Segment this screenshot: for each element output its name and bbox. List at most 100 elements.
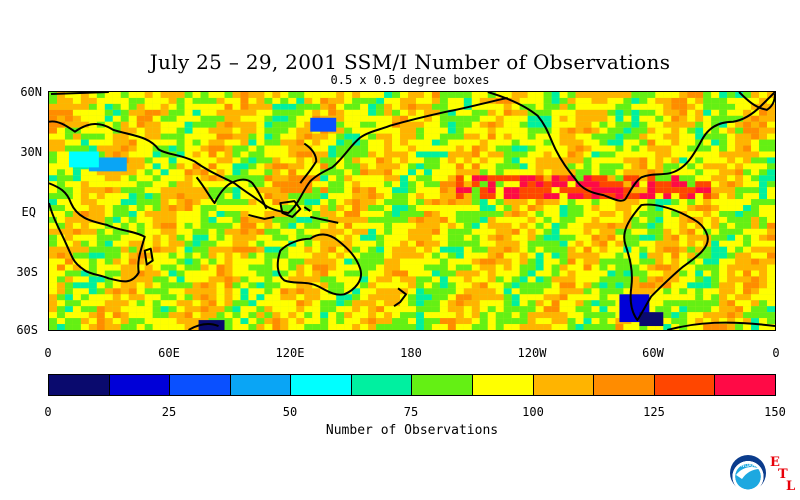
field-cell <box>735 211 744 217</box>
field-cell <box>272 264 281 271</box>
field-cell <box>535 312 544 319</box>
field-cell <box>224 228 233 235</box>
field-cell <box>463 300 472 307</box>
field-cell <box>599 157 608 164</box>
field-cell <box>328 312 337 319</box>
field-cell <box>695 187 704 194</box>
field-cell <box>56 211 65 217</box>
field-cell <box>128 306 137 313</box>
field-cell <box>272 109 281 116</box>
field-cell <box>487 288 496 295</box>
field-cell <box>336 193 345 200</box>
field-cell <box>224 151 233 158</box>
field-cell <box>184 187 193 194</box>
field-cell <box>152 270 161 277</box>
field-cell <box>479 240 488 247</box>
field-cell <box>695 133 704 140</box>
field-cell <box>743 234 752 241</box>
field-cell <box>439 288 448 295</box>
field-cell <box>288 169 297 176</box>
field-cell <box>567 312 576 319</box>
field-cell <box>727 294 736 301</box>
field-cell <box>88 246 97 253</box>
field-cell <box>208 205 217 211</box>
field-cell <box>703 92 712 98</box>
north-america-outline <box>487 92 775 202</box>
field-cell <box>88 300 97 307</box>
field-cell <box>479 169 488 176</box>
field-cell <box>551 163 560 170</box>
field-cell <box>639 252 648 259</box>
field-cell <box>224 324 233 330</box>
field-cell <box>200 276 209 283</box>
field-cell <box>495 181 504 188</box>
field-cell <box>384 228 393 235</box>
field-cell <box>759 294 768 301</box>
field-cell <box>168 270 177 277</box>
field-cell <box>767 163 775 170</box>
field-cell <box>136 306 145 313</box>
field-cell <box>607 318 616 325</box>
field-cell <box>535 181 544 188</box>
field-cell <box>392 222 401 229</box>
field-cell <box>719 145 728 152</box>
field-cell <box>80 109 89 116</box>
field-cell <box>224 306 233 313</box>
low-count-patch <box>68 151 99 168</box>
field-cell <box>344 270 353 277</box>
field-cell <box>535 169 544 176</box>
field-cell <box>352 145 361 152</box>
field-cell <box>447 216 456 223</box>
field-cell <box>607 282 616 289</box>
field-cell <box>759 288 768 295</box>
field-cell <box>376 211 385 217</box>
field-cell <box>360 127 369 134</box>
field-cell <box>447 312 456 319</box>
field-cell <box>264 199 273 206</box>
field-cell <box>304 133 313 140</box>
field-cell <box>455 109 464 116</box>
field-cell <box>72 211 81 217</box>
field-cell <box>312 246 321 253</box>
field-cell <box>304 187 313 194</box>
field-cell <box>320 288 329 295</box>
field-cell <box>400 282 409 289</box>
field-cell <box>583 139 592 146</box>
field-cell <box>599 169 608 176</box>
field-cell <box>216 282 225 289</box>
lat-label-60n: 60N <box>20 85 42 99</box>
field-cell <box>767 115 775 122</box>
field-cell <box>144 133 153 140</box>
field-cell <box>224 139 233 146</box>
field-cell <box>112 97 121 104</box>
field-cell <box>743 252 752 259</box>
field-cell <box>256 246 265 253</box>
field-cell <box>639 216 648 223</box>
field-cell <box>495 175 504 182</box>
field-cell <box>679 121 688 128</box>
field-cell <box>96 187 105 194</box>
field-cell <box>176 139 185 146</box>
field-cell <box>527 324 536 330</box>
field-cell <box>527 92 536 98</box>
field-cell <box>248 306 257 313</box>
field-cell <box>128 169 137 176</box>
field-cell <box>455 115 464 122</box>
field-cell <box>743 228 752 235</box>
field-cell <box>248 240 257 247</box>
field-cell <box>49 169 57 176</box>
field-cell <box>479 211 488 217</box>
field-cell <box>503 288 512 295</box>
field-cell <box>719 115 728 122</box>
field-cell <box>192 181 201 188</box>
field-cell <box>264 92 273 98</box>
field-cell <box>256 169 265 176</box>
field-cell <box>216 151 225 158</box>
field-cell <box>208 246 217 253</box>
field-cell <box>503 181 512 188</box>
field-cell <box>527 175 536 182</box>
field-cell <box>152 163 161 170</box>
field-cell <box>583 193 592 200</box>
field-cell <box>96 306 105 313</box>
field-cell <box>743 133 752 140</box>
